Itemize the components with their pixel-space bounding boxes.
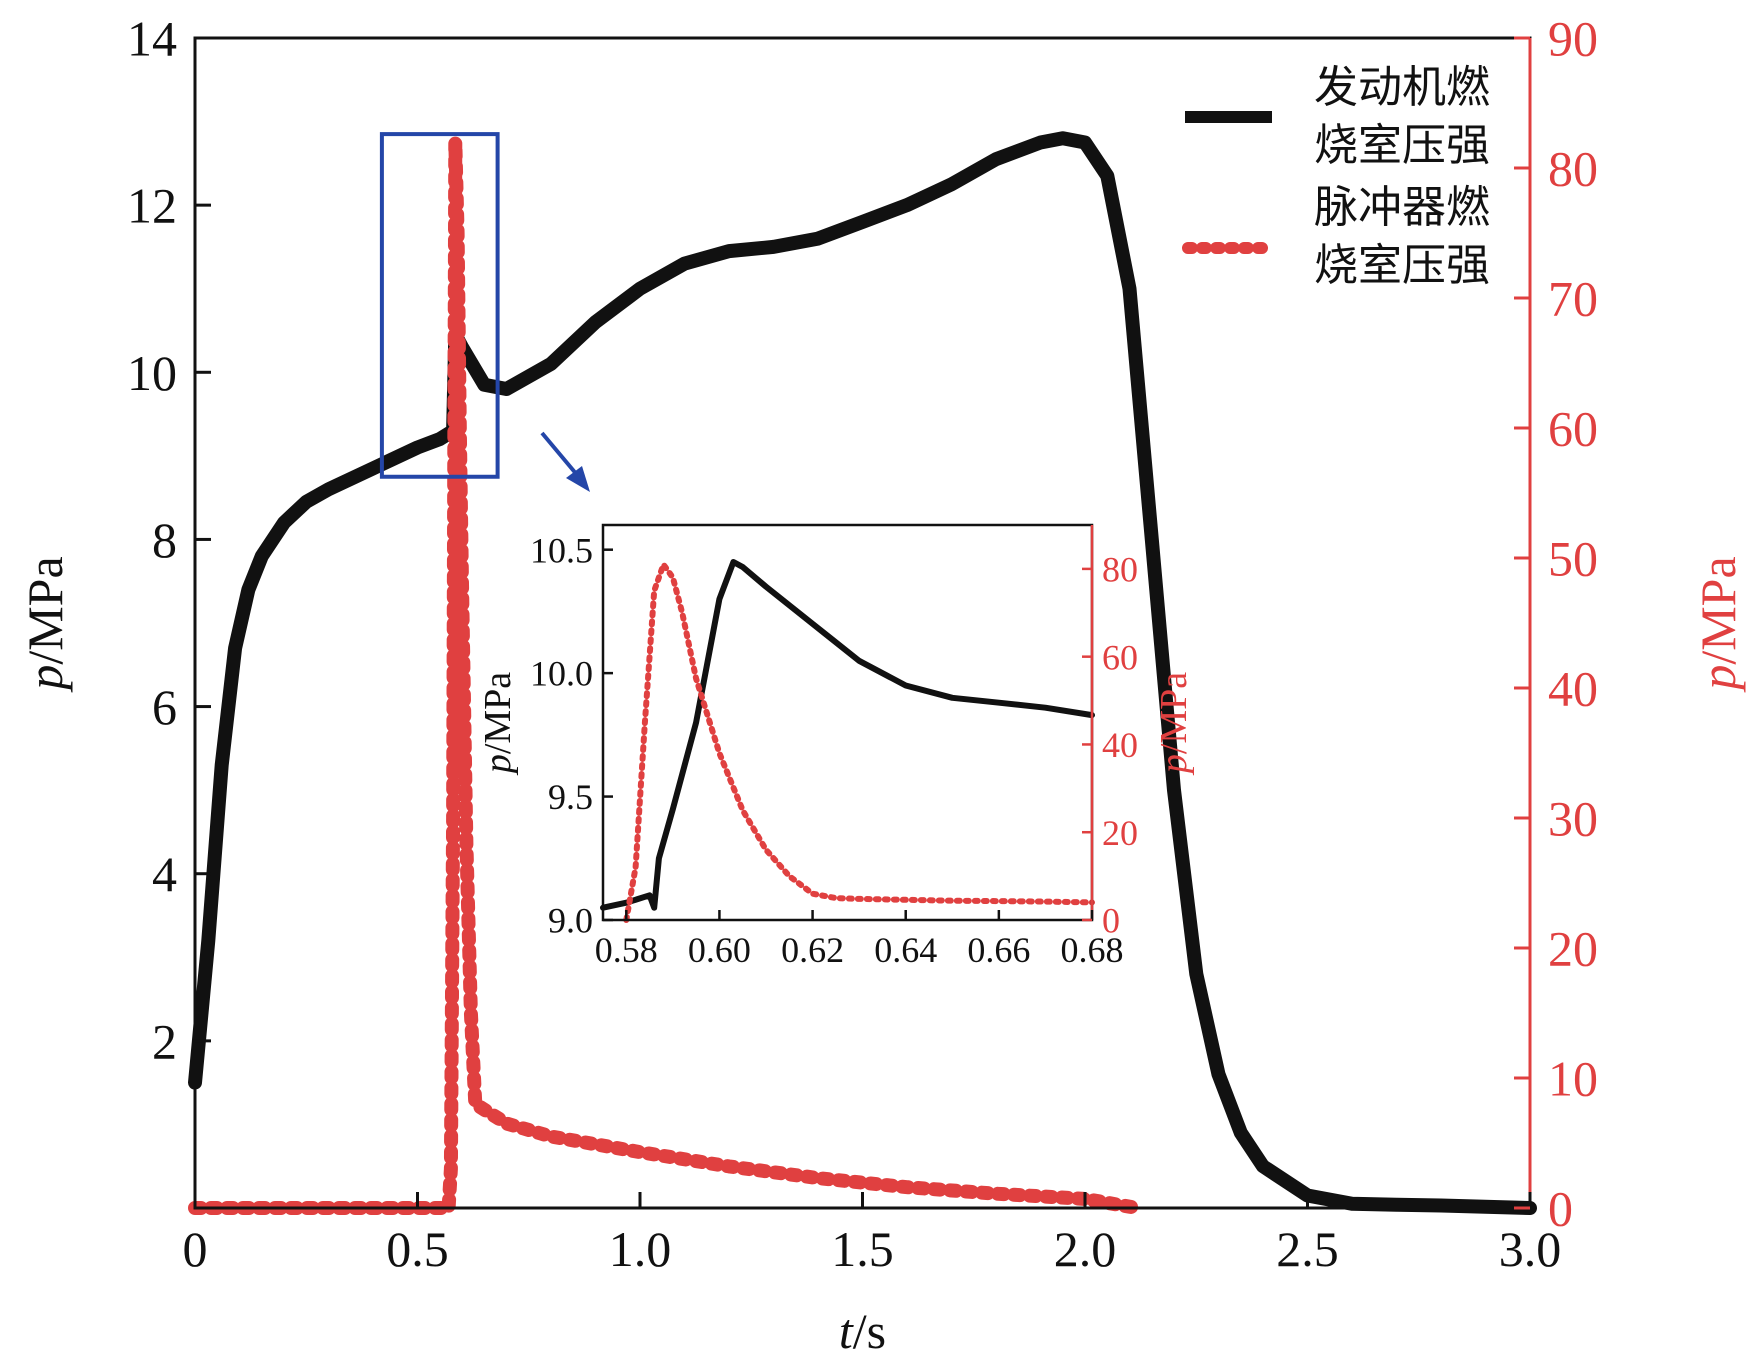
main-y2-tick-label: 40 — [1548, 661, 1598, 717]
inset-y2-axis-title-var: p — [1153, 754, 1195, 776]
main-y-tick-label: 10 — [127, 345, 177, 401]
main-y2-tick-label: 80 — [1548, 141, 1598, 197]
inset-x-tick-label: 0.64 — [874, 930, 937, 970]
inset-y2-axis-title-unit: /MPa — [1153, 672, 1195, 754]
inset-y2-tick-label: 60 — [1102, 637, 1138, 677]
main-x-tick-label: 1.0 — [609, 1221, 672, 1277]
inset-y2-tick-label: 0 — [1102, 901, 1120, 941]
inset-y2-tick-label: 40 — [1102, 725, 1138, 765]
inset-y2-tick-label: 20 — [1102, 813, 1138, 853]
inset-x-tick-label: 0.66 — [967, 930, 1030, 970]
main-plot-area — [188, 131, 1537, 1215]
x-axis-title: t/s — [839, 1303, 886, 1359]
inset-background — [601, 523, 1094, 922]
inset-y-tick-label: 10.0 — [530, 654, 593, 694]
inset-y-axis-title: p/MPa — [477, 672, 519, 776]
inset-y2-tick-label: 80 — [1102, 549, 1138, 589]
inset-y-axis-title-unit: /MPa — [477, 672, 519, 754]
main-y2-tick-label: 0 — [1548, 1181, 1573, 1237]
inset-y2-axis-title: p/MPa — [1153, 672, 1195, 776]
inset-plot-area — [600, 559, 1095, 923]
zoom-arrow-line — [540, 431, 580, 478]
inset-y-axis-title-var: p — [477, 754, 519, 776]
main-series-pulse-line — [188, 135, 1146, 1215]
inset-x-tick-label: 0.58 — [595, 930, 658, 970]
main-y2-tick-label: 50 — [1548, 531, 1598, 587]
main-x-tick-label: 2.0 — [1054, 1221, 1117, 1277]
main-x-tick-label: 3.0 — [1499, 1221, 1562, 1277]
legend-label-pulse-line1: 脉冲器燃 — [1314, 182, 1490, 233]
y2-axis-title-var: p — [1690, 665, 1746, 693]
legend-label-engine-line2: 烧室压强 — [1314, 120, 1490, 171]
x-axis-title-unit: /s — [853, 1303, 886, 1359]
legend: 发动机燃 烧室压强 脉冲器燃 烧室压强 — [1182, 62, 1490, 291]
inset-series-pulse-line — [623, 561, 1095, 923]
zoom-highlight-box — [379, 132, 500, 479]
main-y-tick-label: 12 — [127, 178, 177, 234]
inset-y-tick-label: 9.5 — [548, 777, 593, 817]
y2-axis-title-unit: /MPa — [1690, 556, 1746, 664]
zoom-arrow — [540, 431, 590, 492]
main-y2-tick-label: 60 — [1548, 401, 1598, 457]
main-y2-tick-label: 20 — [1548, 921, 1598, 977]
main-y-tick-label: 14 — [127, 11, 177, 67]
main-y-tick-label: 6 — [152, 679, 177, 735]
main-series-engine-line — [188, 131, 1537, 1215]
main-x-tick-label: 1.5 — [831, 1221, 894, 1277]
main-x-tick-label: 0 — [183, 1221, 208, 1277]
inset-y-tick-label: 9.0 — [548, 901, 593, 941]
x-axis-title-var: t — [839, 1303, 854, 1359]
main-axis-ticks: 0 0.5 1.0 1.5 2.0 2.5 3.0 2 4 6 8 10 12 14 0 10 20 30 40 50… — [127, 11, 1598, 1278]
inset-y-tick-label: 10.5 — [530, 530, 593, 570]
main-y-tick-label: 2 — [152, 1013, 177, 1069]
inset-series-engine-line — [600, 559, 1095, 911]
y-axis-title-unit: /MPa — [17, 556, 73, 664]
legend-label-engine-line1: 发动机燃 — [1314, 62, 1490, 113]
main-y2-tick-label: 30 — [1548, 791, 1598, 847]
y-axis-title-var: p — [17, 665, 73, 693]
main-y2-tick-label: 70 — [1548, 271, 1598, 327]
main-x-tick-label: 0.5 — [386, 1221, 449, 1277]
main-y2-tick-label: 10 — [1548, 1051, 1598, 1107]
inset-x-tick-label: 0.60 — [688, 930, 751, 970]
legend-label-pulse-line2: 烧室压强 — [1314, 240, 1490, 291]
main-x-tick-label: 2.5 — [1276, 1221, 1339, 1277]
inset-x-tick-label: 0.68 — [1061, 930, 1124, 970]
inset-x-tick-label: 0.62 — [781, 930, 844, 970]
main-y-tick-label: 8 — [152, 512, 177, 568]
y-axis-title: p/MPa — [17, 556, 73, 692]
inset-axis-ticks: 0.58 0.60 0.62 0.64 0.66 0.68 9.0 9.5 10.0 10.5 0 2… — [530, 530, 1138, 970]
y2-axis-title: p/MPa — [1690, 556, 1746, 692]
main-y-tick-label: 4 — [152, 846, 177, 902]
zoom-arrow-head — [566, 466, 590, 492]
main-y2-tick-label: 90 — [1548, 11, 1598, 67]
